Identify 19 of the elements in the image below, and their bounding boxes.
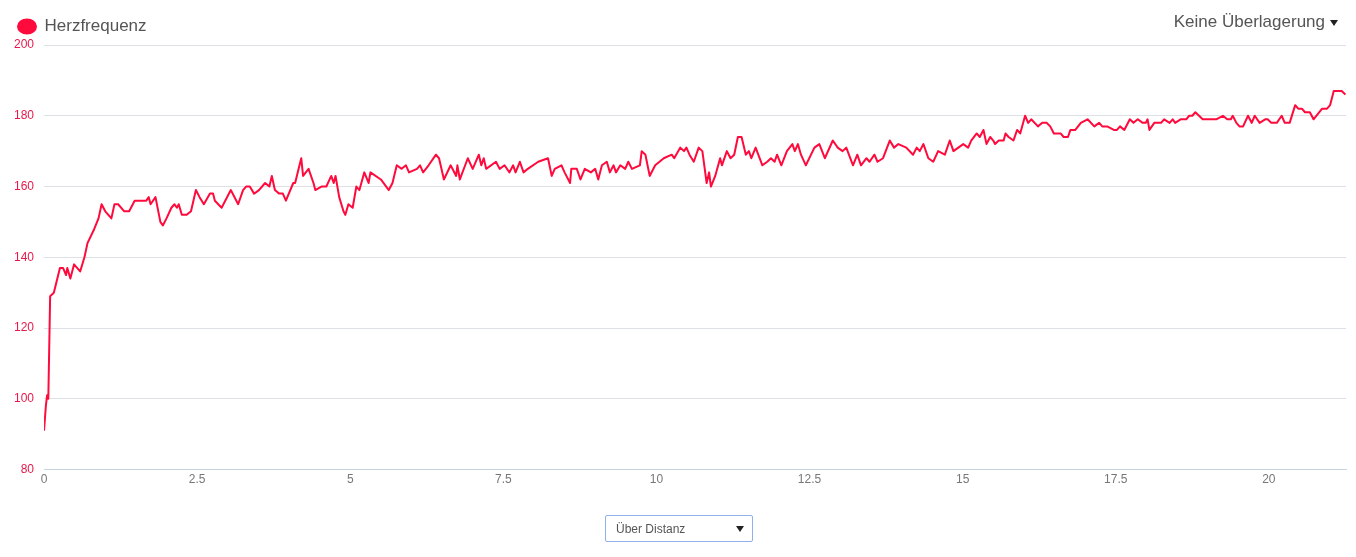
- y-tick-label: 140: [13, 249, 35, 264]
- y-tick-label: 120: [13, 320, 35, 335]
- y-tick-label: 80: [20, 461, 35, 476]
- x-tick-label: 7.5: [494, 472, 512, 487]
- x-tick-label: 17.5: [1104, 472, 1128, 487]
- x-tick-label: 12.5: [797, 472, 822, 487]
- x-tick-label: 2.5: [188, 472, 206, 487]
- y-tick-label: 200: [13, 37, 35, 52]
- y-tick-label: 160: [13, 178, 35, 193]
- legend-label: Herzfrequenz: [44, 16, 147, 36]
- x-tick-label: 20: [1262, 472, 1276, 487]
- x-tick-label: 15: [955, 472, 970, 487]
- text: Keine Überlagerung: [1173, 12, 1325, 31]
- x-tick-label: 10: [649, 472, 664, 487]
- y-tick-label: 100: [13, 391, 35, 406]
- y-tick-label: 180: [13, 108, 35, 123]
- x-tick-label: 0: [40, 472, 48, 487]
- text: Über Distanz: [616, 522, 686, 536]
- x-tick-label: 5: [346, 472, 354, 487]
